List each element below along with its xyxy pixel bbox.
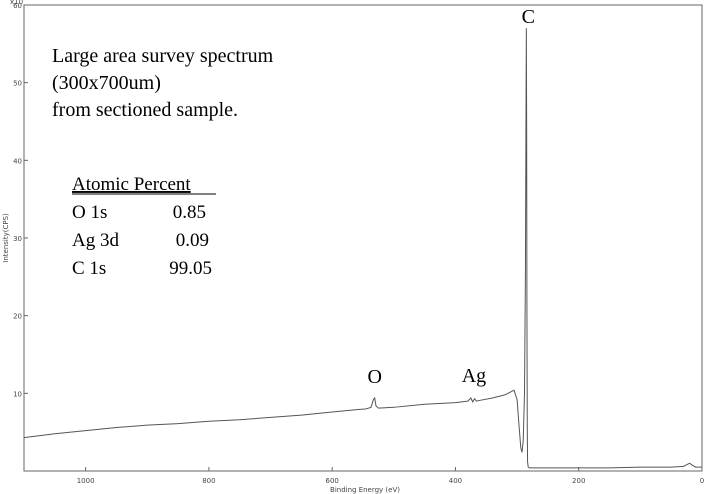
y-axis-title: Intensity(CPS) xyxy=(2,213,10,263)
atomic-percent-header: Atomic Percent xyxy=(72,174,191,195)
peak-label-ag: Ag xyxy=(462,365,486,387)
peak-label-o: O xyxy=(367,366,381,388)
y-tick-label: 40 xyxy=(13,157,22,165)
y-tick-label: 50 xyxy=(13,80,22,88)
y-tick-label: 10 xyxy=(13,390,22,398)
table-value-c: 99.05 xyxy=(169,258,212,279)
x-tick-label: 600 xyxy=(325,477,338,485)
peak-label-c: C xyxy=(522,6,535,28)
y-tick-label: 30 xyxy=(13,235,22,243)
x-tick-label: 400 xyxy=(449,477,462,485)
annotation-line-2: (300x700um) xyxy=(52,72,161,94)
x-axis-ticks: 1000 800 600 400 200 0 xyxy=(77,467,704,485)
table-element-ag: Ag 3d xyxy=(72,230,119,251)
table-value-o: 0.85 xyxy=(173,202,206,223)
x-tick-label: 0 xyxy=(700,477,704,485)
y-axis-ticks: 10 20 30 40 50 60 xyxy=(13,2,28,398)
spectrum-line xyxy=(23,28,702,469)
annotation-line-3: from sectioned sample. xyxy=(52,99,238,121)
table-element-c: C 1s xyxy=(72,258,106,279)
x-tick-label: 1000 xyxy=(77,477,95,485)
x-axis-title: Binding Energy (eV) xyxy=(330,486,400,494)
table-value-ag: 0.09 xyxy=(176,230,209,251)
y-tick-label: 60 xyxy=(13,2,22,10)
x-tick-label: 200 xyxy=(572,477,585,485)
x-tick-label: 800 xyxy=(202,477,215,485)
y-scale-label: x10 xyxy=(10,0,23,6)
y-tick-label: 20 xyxy=(13,313,22,321)
table-element-o: O 1s xyxy=(72,202,107,223)
annotation-line-1: Large area survey spectrum xyxy=(52,45,274,67)
